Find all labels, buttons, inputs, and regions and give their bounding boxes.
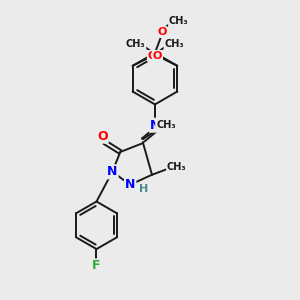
Text: F: F — [92, 260, 101, 272]
Text: CH₃: CH₃ — [164, 39, 184, 49]
Text: O: O — [153, 51, 162, 61]
Text: CH₃: CH₃ — [167, 162, 187, 172]
Text: O: O — [97, 130, 108, 142]
Text: CH₃: CH₃ — [126, 39, 146, 49]
Text: CH₃: CH₃ — [169, 16, 188, 26]
Text: N: N — [107, 165, 118, 178]
Text: O: O — [157, 27, 167, 37]
Text: N: N — [125, 178, 135, 191]
Text: O: O — [148, 51, 157, 61]
Text: H: H — [140, 184, 149, 194]
Text: N: N — [150, 119, 160, 132]
Text: CH₃: CH₃ — [156, 120, 176, 130]
